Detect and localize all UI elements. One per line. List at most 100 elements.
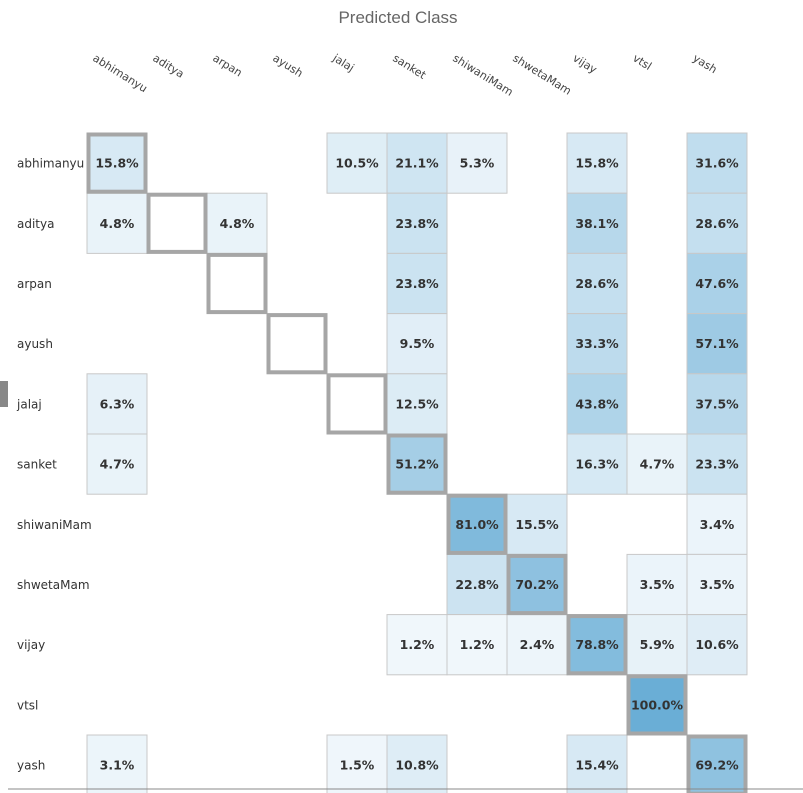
row-label-shiwanimam: shiwaniMam <box>17 518 92 532</box>
cell-value-arpan-sanket: 23.8% <box>395 276 439 291</box>
diagonal-box-abhimanyu <box>86 132 148 194</box>
heatmap-cells <box>86 132 748 793</box>
cell-aditya-vijay <box>566 192 628 254</box>
cell-value-ayush-sanket: 9.5% <box>400 336 435 351</box>
cell-ayush-yash <box>686 313 748 375</box>
cell-value-shwetamam-vtsl: 3.5% <box>640 577 675 592</box>
cell-value-sanket-abhimanyu: 4.7% <box>100 457 135 472</box>
cell-value-shiwanimam-shiwanimam: 81.0% <box>455 517 499 532</box>
column-label-shiwanimam: shiwaniMam <box>450 52 515 99</box>
cell-value-vijay-shiwanimam: 1.2% <box>460 637 495 652</box>
cell-value-sanket-vtsl: 4.7% <box>640 457 675 472</box>
diagonal-box-arpan <box>206 252 268 315</box>
cell-vijay-shiwanimam <box>446 614 508 676</box>
cell-value-vijay-vtsl: 5.9% <box>640 637 675 652</box>
diagonal-highlight <box>86 132 748 793</box>
cell-value-vtsl-vtsl: 100.0% <box>631 697 684 712</box>
cell-aditya-yash <box>686 192 748 254</box>
column-label-arpan: arpan <box>210 52 244 80</box>
cell-value-sanket-sanket: 51.2% <box>395 457 439 472</box>
cell-yash-abhimanyu <box>86 734 148 793</box>
side-scroll-marker <box>0 381 8 407</box>
cell-value-yash-jalaj: 1.5% <box>340 758 375 773</box>
cell-value-yash-vijay: 15.4% <box>575 758 619 773</box>
column-label-ayush: ayush <box>270 52 305 80</box>
cell-shwetamam-yash <box>686 553 748 616</box>
row-label-abhimanyu: abhimanyu <box>17 157 84 171</box>
cell-value-yash-yash: 69.2% <box>695 758 739 773</box>
cell-value-shiwanimam-shwetamam: 15.5% <box>515 517 559 532</box>
cell-sanket-abhimanyu <box>86 433 148 495</box>
row-label-arpan: arpan <box>17 277 52 291</box>
cell-yash-vijay <box>566 734 628 793</box>
column-label-sanket: sanket <box>390 52 428 83</box>
diagonal-box-ayush <box>266 313 328 375</box>
cell-value-shiwanimam-yash: 3.4% <box>700 517 735 532</box>
row-label-ayush: ayush <box>17 337 53 351</box>
cell-value-yash-sanket: 10.8% <box>395 758 439 773</box>
cell-value-arpan-vijay: 28.6% <box>575 276 619 291</box>
column-label-abhimanyu: abhimanyu <box>90 52 149 96</box>
cell-value-aditya-abhimanyu: 4.8% <box>100 216 135 231</box>
diagonal-box-shwetamam <box>506 553 568 616</box>
diagonal-box-vtsl <box>626 674 688 736</box>
diagonal-box-yash <box>686 734 748 793</box>
cell-arpan-sanket <box>386 252 448 315</box>
cell-value-jalaj-abhimanyu: 6.3% <box>100 396 135 411</box>
cell-value-jalaj-yash: 37.5% <box>695 396 739 411</box>
chart-title: Predicted Class <box>338 8 457 27</box>
cell-shiwanimam-shwetamam <box>506 493 568 555</box>
cell-jalaj-yash <box>686 373 748 435</box>
cell-value-abhimanyu-yash: 31.6% <box>695 156 739 171</box>
cell-vijay-yash <box>686 614 748 676</box>
cell-value-vijay-vijay: 78.8% <box>575 637 619 652</box>
cell-abhimanyu-yash <box>686 132 748 194</box>
cell-jalaj-sanket <box>386 373 448 435</box>
cell-aditya-abhimanyu <box>86 192 148 254</box>
cell-value-aditya-vijay: 38.1% <box>575 216 619 231</box>
cell-value-shwetamam-shiwanimam: 22.8% <box>455 577 499 592</box>
cell-yash-jalaj <box>326 734 388 793</box>
row-label-vtsl: vtsl <box>17 698 38 712</box>
cell-value-vijay-shwetamam: 2.4% <box>520 637 555 652</box>
cell-vijay-shwetamam <box>506 614 568 676</box>
cell-jalaj-vijay <box>566 373 628 435</box>
cell-value-aditya-arpan: 4.8% <box>220 216 255 231</box>
diagonal-box-sanket <box>386 433 448 495</box>
cell-value-abhimanyu-vijay: 15.8% <box>575 156 619 171</box>
diagonal-box-shiwanimam <box>446 493 508 555</box>
column-label-shwetamam: shwetaMam <box>510 52 573 98</box>
cell-vijay-sanket <box>386 614 448 676</box>
cell-value-aditya-sanket: 23.8% <box>395 216 439 231</box>
cell-value-labels: 15.8% 10.5% 21.1% 5.3% 15.8% 31.6% 4.8% 4.8% 23.… <box>95 156 739 773</box>
cell-vtsl-vtsl <box>626 674 688 736</box>
column-label-vijay: vijay <box>570 52 599 77</box>
row-label-vijay: vijay <box>17 638 45 652</box>
cell-value-vijay-yash: 10.6% <box>695 637 739 652</box>
row-label-shwetamam: shwetaMam <box>17 578 90 592</box>
cell-sanket-vtsl <box>626 433 688 495</box>
cell-value-aditya-yash: 28.6% <box>695 216 739 231</box>
cell-value-yash-abhimanyu: 3.1% <box>100 758 135 773</box>
cell-value-ayush-yash: 57.1% <box>695 336 739 351</box>
cell-value-shwetamam-shwetamam: 70.2% <box>515 577 559 592</box>
column-label-aditya: aditya <box>150 52 186 81</box>
column-label-yash: yash <box>690 52 719 77</box>
column-label-jalaj: jalaj <box>330 51 357 75</box>
row-label-sanket: sanket <box>17 458 57 472</box>
cell-sanket-sanket <box>386 433 448 495</box>
cell-yash-yash <box>686 734 748 793</box>
row-label-yash: yash <box>17 759 45 773</box>
cell-value-abhimanyu-abhimanyu: 15.8% <box>95 156 139 171</box>
diagonal-box-vijay <box>566 614 628 676</box>
cell-value-arpan-yash: 47.6% <box>695 276 739 291</box>
cell-arpan-yash <box>686 252 748 315</box>
cell-abhimanyu-jalaj <box>326 132 388 194</box>
cell-abhimanyu-shiwanimam <box>446 132 508 194</box>
diagonal-box-jalaj <box>326 373 388 435</box>
cell-ayush-vijay <box>566 313 628 375</box>
cell-shiwanimam-shiwanimam <box>446 493 508 555</box>
cell-value-abhimanyu-sanket: 21.1% <box>395 156 439 171</box>
column-label-vtsl: vtsl <box>630 52 654 73</box>
